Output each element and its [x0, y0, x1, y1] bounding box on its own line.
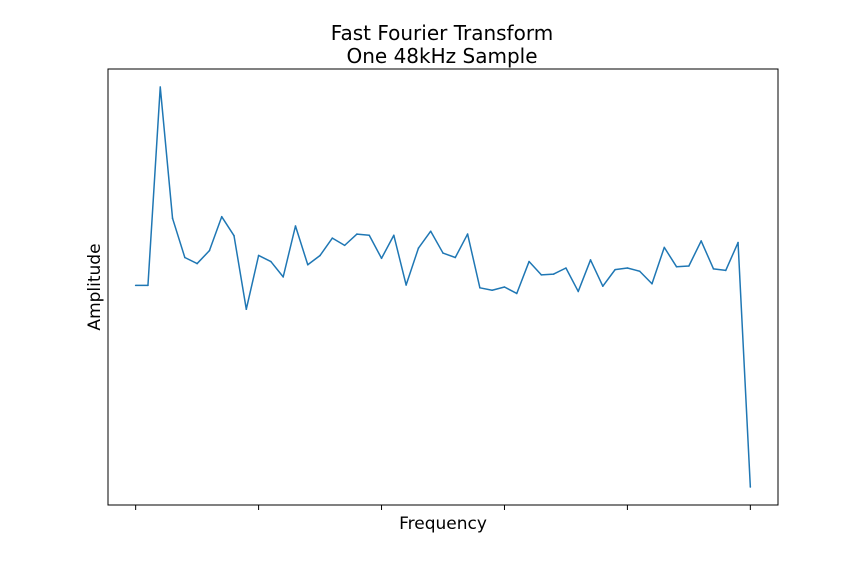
- data-point: [306, 263, 309, 266]
- data-point: [688, 265, 690, 267]
- data-point: [184, 256, 186, 259]
- data-point: [503, 286, 506, 288]
- data-point: [417, 247, 420, 250]
- data-point: [405, 284, 407, 286]
- data-point: [491, 289, 493, 292]
- data-point: [171, 217, 174, 220]
- data-point: [528, 260, 530, 263]
- data-point: [565, 267, 567, 269]
- data-point: [479, 287, 481, 289]
- x-axis-label: Frequency: [399, 514, 487, 534]
- data-point: [331, 237, 334, 239]
- data-point: [147, 284, 149, 287]
- y-axis-label: Amplitude: [85, 243, 105, 330]
- data-point: [282, 276, 284, 278]
- data-point: [270, 260, 272, 263]
- data-point: [220, 215, 223, 218]
- data-point: [257, 254, 260, 257]
- data-point: [589, 259, 592, 261]
- data-point: [442, 252, 444, 254]
- fft-series-line: [135, 86, 752, 488]
- data-point: [356, 233, 358, 235]
- data-point: [294, 225, 297, 227]
- chart-title-line2: One 48kHz Sample: [347, 44, 538, 68]
- data-point: [196, 262, 198, 265]
- data-point: [614, 268, 616, 271]
- data-point: [159, 86, 162, 88]
- data-point: [602, 285, 604, 287]
- data-point: [700, 240, 702, 242]
- fft-series-points: [134, 86, 752, 488]
- data-point: [749, 486, 752, 488]
- chart-title-line1: Fast Fourier Transform: [331, 21, 553, 45]
- data-point: [454, 256, 457, 259]
- data-point: [515, 292, 518, 295]
- plot-area-frame: [107, 68, 779, 506]
- data-point: [638, 270, 641, 273]
- data-point: [552, 273, 555, 275]
- data-point: [724, 269, 727, 272]
- data-point: [712, 268, 715, 270]
- data-point: [577, 290, 580, 293]
- data-point: [343, 244, 346, 247]
- data-point: [393, 234, 395, 237]
- data-point: [208, 249, 211, 252]
- data-point: [540, 274, 543, 276]
- data-point: [134, 284, 137, 287]
- x-axis-ticks: [135, 505, 751, 510]
- data-point: [319, 254, 321, 257]
- data-point: [675, 266, 678, 268]
- data-point: [626, 267, 629, 269]
- data-point: [380, 257, 383, 260]
- data-point: [651, 282, 653, 285]
- data-point: [466, 233, 469, 235]
- data-point: [245, 308, 248, 311]
- data-point: [233, 234, 235, 237]
- data-point: [429, 230, 432, 233]
- data-point: [368, 234, 371, 237]
- data-point: [663, 246, 666, 249]
- data-point: [737, 241, 739, 244]
